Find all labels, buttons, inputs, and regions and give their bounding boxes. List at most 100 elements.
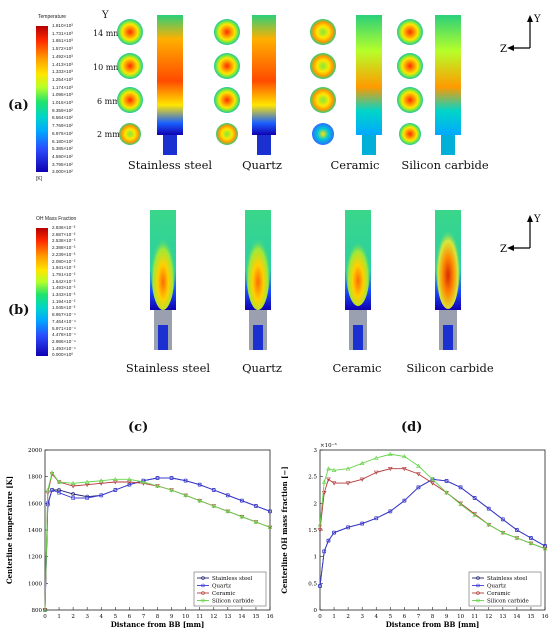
data-point xyxy=(113,488,118,492)
data-point xyxy=(373,455,379,460)
cb-tick: 2.986×10⁻⁴ xyxy=(52,338,76,344)
data-point xyxy=(331,481,337,486)
oh-contour-ceramic xyxy=(345,210,371,350)
y-tick-label: 1400 xyxy=(28,528,42,534)
data-point xyxy=(45,487,51,492)
data-point xyxy=(98,478,104,483)
axis-y-letter: Y xyxy=(533,14,541,25)
legend-marker xyxy=(476,591,480,595)
data-point xyxy=(71,496,75,500)
material-label: Ceramic xyxy=(332,361,382,375)
data-point xyxy=(345,466,351,471)
x-tick-label: 15 xyxy=(252,614,259,620)
x-tick-label: 14 xyxy=(238,614,245,620)
cb-tick: 2.388×10⁻³ xyxy=(52,245,76,251)
material-label: Silicon carbide xyxy=(401,158,489,172)
cb-tick: 1.015×10³ xyxy=(52,100,73,105)
x-tick-label: 4 xyxy=(100,614,104,620)
data-point xyxy=(317,528,323,533)
oh-contour-quartz xyxy=(245,210,271,350)
x-tick-label: 10 xyxy=(457,614,464,620)
legend-label: Quartz xyxy=(487,584,506,590)
cb-tick: 1.791×10⁻³ xyxy=(52,271,76,277)
x-tick-label: 8 xyxy=(431,614,435,620)
y-tick-label: 0 xyxy=(314,608,318,614)
cb-tick: 1.194×10⁻³ xyxy=(52,298,76,304)
legend-marker xyxy=(201,576,205,580)
data-point xyxy=(486,522,492,527)
legend-label: Ceramic xyxy=(487,591,510,597)
data-point xyxy=(197,482,202,487)
x-tick-label: 6 xyxy=(403,614,407,620)
data-point xyxy=(211,503,217,508)
contour-silicon-carbide xyxy=(397,15,461,155)
y-tick-label: 2 xyxy=(314,501,318,507)
y-tick-label: 1800 xyxy=(28,475,42,481)
y-axis-label: Y xyxy=(102,10,109,21)
cb-tick: 2.239×10⁻³ xyxy=(52,251,76,257)
data-point xyxy=(42,607,48,612)
x-tick-label: 3 xyxy=(360,614,364,620)
cb-tick: 7.464×10⁻⁴ xyxy=(52,318,76,324)
x-tick-label: 15 xyxy=(527,614,534,620)
data-point xyxy=(239,514,245,519)
legend-marker xyxy=(201,591,205,595)
data-point xyxy=(458,485,463,490)
data-point xyxy=(486,506,491,511)
oh-colorbar-ticks: 2.836×10⁻³ 2.687×10⁻³ 2.538×10⁻³ 2.388×1… xyxy=(52,225,112,360)
data-point xyxy=(197,498,203,503)
data-point xyxy=(226,493,230,498)
data-point xyxy=(127,476,132,482)
legend-label: Silicon carbide xyxy=(212,599,254,605)
data-point xyxy=(225,508,231,514)
panel-label-a: (a) xyxy=(8,98,29,113)
cb-tick: 1.642×10⁻³ xyxy=(52,278,76,284)
data-point xyxy=(416,463,421,468)
x-axis-label: Distance from BB [mm] xyxy=(386,620,480,629)
data-point xyxy=(387,466,393,472)
series-line xyxy=(44,471,271,611)
cb-tick: 8.564×10² xyxy=(52,115,73,121)
data-point xyxy=(528,540,534,546)
x-tick-label: 5 xyxy=(389,614,393,620)
data-point xyxy=(444,479,449,483)
data-point xyxy=(388,509,393,514)
y-tick-label: 1 xyxy=(314,555,318,561)
data-point xyxy=(254,504,258,508)
data-point xyxy=(373,470,379,475)
temperature-colorbar xyxy=(36,26,48,172)
data-point xyxy=(318,584,322,588)
data-point xyxy=(529,536,533,540)
legend-label: Quartz xyxy=(212,584,231,590)
axes-icon-b: Y Z xyxy=(500,214,541,255)
legend-marker xyxy=(201,583,205,588)
y-tick-label: 1000 xyxy=(28,581,42,587)
data-point xyxy=(331,467,337,472)
y-tick-label: 2000 xyxy=(28,448,42,454)
data-point xyxy=(57,488,61,492)
cb-tick: 1.174×10³ xyxy=(52,84,73,90)
contour-quartz xyxy=(214,15,276,155)
axis-y-letter: Y xyxy=(533,214,541,225)
data-point xyxy=(416,485,421,490)
data-point xyxy=(346,525,350,530)
y-tick-label: 1.5 xyxy=(308,528,317,534)
x-tick-label: 10 xyxy=(182,614,189,620)
data-point xyxy=(359,460,365,466)
chart-temperature: 0 1 2 3 4 5 6 7 8 9 10 11 12 13 14 15 168001000120014001… xyxy=(5,448,274,629)
cb-tick: 1.095×10³ xyxy=(52,92,73,98)
cb-tick: 1.810×10³ xyxy=(52,23,73,28)
data-point xyxy=(500,530,506,535)
data-point xyxy=(169,487,174,492)
cb-tick: 1.493×10⁻³ xyxy=(52,285,76,291)
y-level-label: 10 mm xyxy=(93,63,121,72)
oh-colorbar xyxy=(36,228,48,356)
x-tick-label: 16 xyxy=(267,614,274,620)
axis-z-letter: Z xyxy=(500,244,507,255)
legend-marker xyxy=(476,583,480,588)
x-tick-label: 6 xyxy=(128,614,132,620)
data-point xyxy=(84,479,90,484)
x-tick-label: 7 xyxy=(142,614,146,620)
cb-tick: 7.769×10² xyxy=(52,123,73,129)
y-axis-label: Centerline OH mass fraction [−] xyxy=(280,466,289,593)
